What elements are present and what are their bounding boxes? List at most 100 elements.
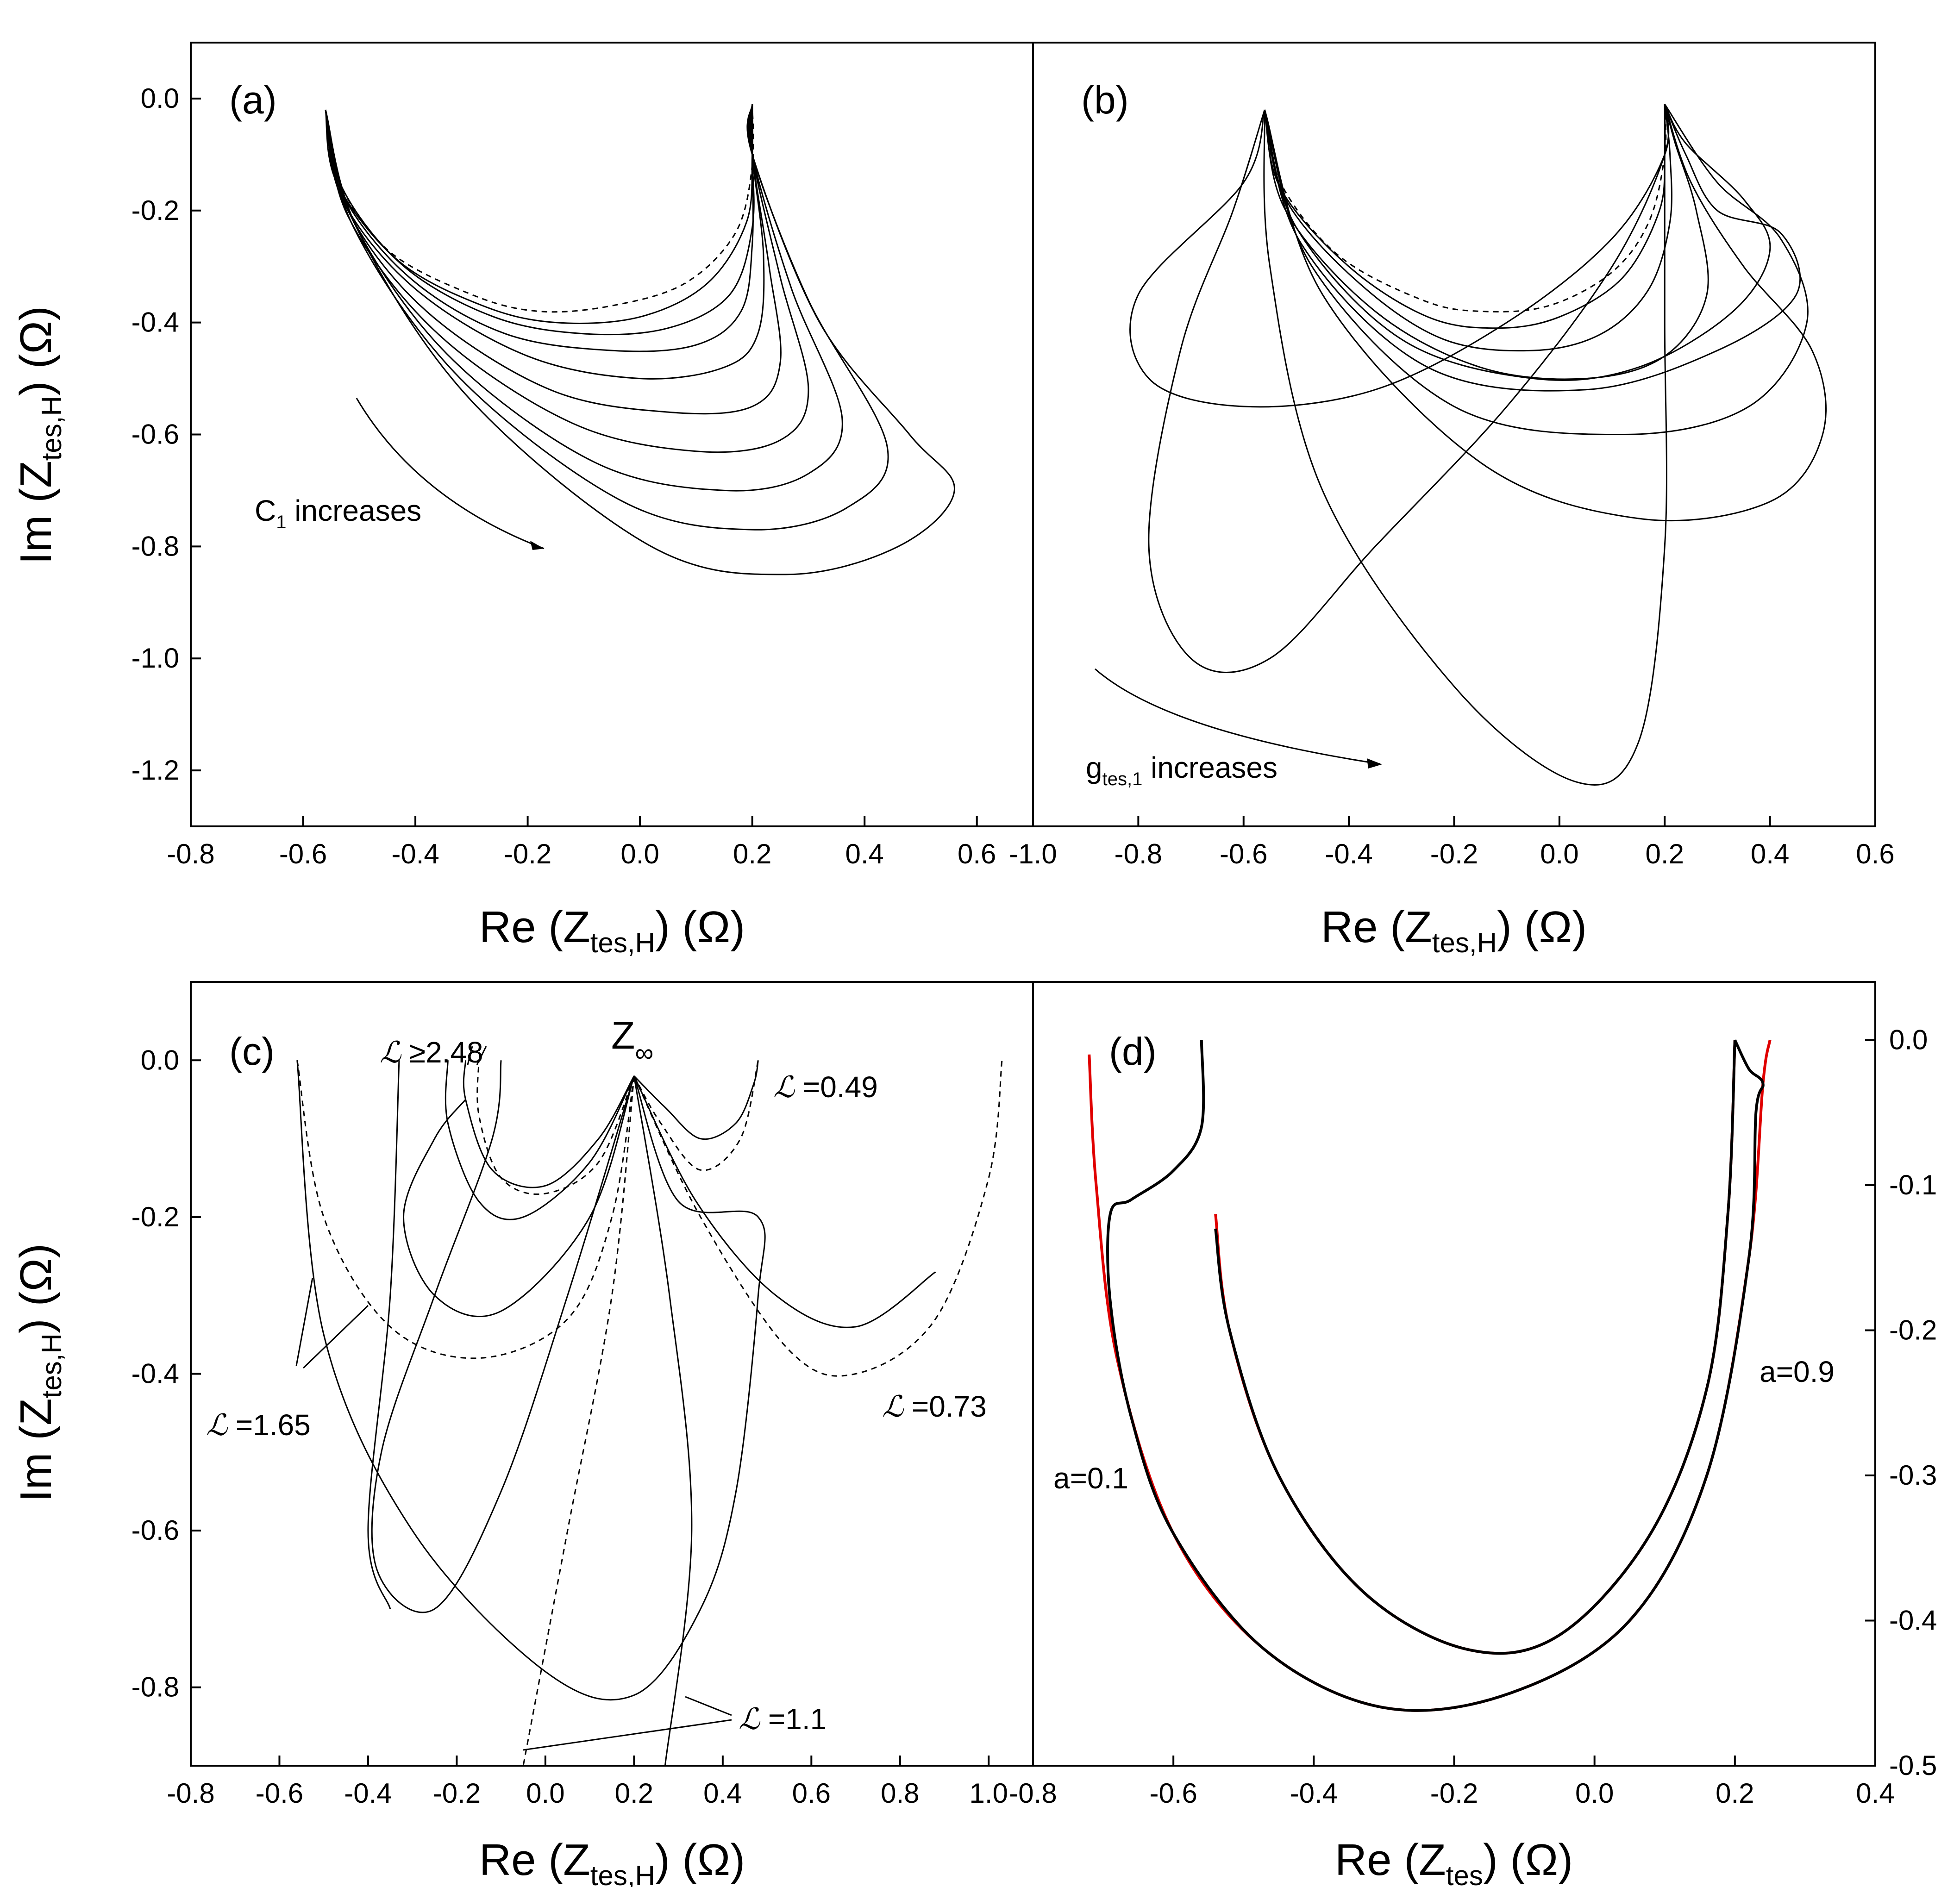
x-tick-label: 0.4 xyxy=(1856,1778,1894,1809)
series-g1 xyxy=(1264,104,1666,329)
x-tick-label: 0.6 xyxy=(792,1778,831,1809)
y-tick-label: -0.2 xyxy=(132,1201,179,1232)
series-g10 xyxy=(1263,104,1667,786)
y-tick-label: -0.4 xyxy=(1889,1605,1937,1636)
y-tick-label: -0.6 xyxy=(132,419,179,450)
series-L073-dash xyxy=(633,1060,1003,1377)
series-small-a xyxy=(463,1060,635,1188)
panel-c-frame xyxy=(190,981,1034,1767)
label-L-0.73: ℒ =0.73 xyxy=(882,1390,987,1423)
panel-d-label: (d) xyxy=(1109,1030,1157,1073)
series-L165-solid xyxy=(296,1060,766,1701)
series-small-dash xyxy=(476,1060,635,1195)
y-tick-label: -1.0 xyxy=(132,643,179,674)
series-loop-a xyxy=(403,1075,635,1318)
x-tick-label: 0.0 xyxy=(1540,838,1578,869)
series-g4 xyxy=(1264,104,1771,381)
series-L11-dash xyxy=(522,1076,635,1766)
panel-c-label: (c) xyxy=(229,1030,275,1073)
series-reference xyxy=(325,104,754,313)
x-axis-label-c: Re (Ztes,H) (Ω) xyxy=(479,1835,745,1887)
c1-arrow xyxy=(356,398,545,550)
series-L165-dash xyxy=(296,1060,635,1359)
x-tick-label: -0.4 xyxy=(391,838,439,869)
x-axis-label-d: Re (Ztes) (Ω) xyxy=(1335,1835,1573,1887)
series-c6 xyxy=(325,104,809,453)
series-c1 xyxy=(325,104,754,324)
label-L-ge-2.48: ℒ ≥2.48 xyxy=(380,1036,483,1069)
panel-a-label: (a) xyxy=(229,78,277,122)
x-axis-label-a: Re (Ztes,H) (Ω) xyxy=(479,902,745,958)
l248-pointers xyxy=(467,1046,487,1065)
x-tick-label: 0.0 xyxy=(1575,1778,1614,1809)
x-tick-label: 0.0 xyxy=(526,1778,564,1809)
y-tick-label: -0.5 xyxy=(1889,1750,1937,1781)
x-tick-label: 0.0 xyxy=(620,838,659,869)
series-reference xyxy=(1264,104,1667,312)
series-L073-solid xyxy=(633,1075,936,1328)
y-tick-label: -1.2 xyxy=(132,755,179,786)
series-g3 xyxy=(1264,104,1709,380)
l165-pointer-1 xyxy=(295,1277,313,1366)
x-tick-label: 0.2 xyxy=(733,838,771,869)
y-tick-label: -0.3 xyxy=(1889,1460,1937,1491)
g-arrow xyxy=(1095,668,1380,765)
series-loop-b xyxy=(371,1060,635,1613)
series-g2 xyxy=(1264,104,1672,352)
x-tick-label: -0.8 xyxy=(1009,1778,1057,1809)
series-L11-solid xyxy=(633,1075,693,1766)
x-tick-label: 0.2 xyxy=(615,1778,653,1809)
y-tick-label: -0.4 xyxy=(132,307,179,338)
x-tick-label: -0.6 xyxy=(256,1778,303,1809)
label-L-1.1: ℒ =1.1 xyxy=(739,1702,827,1736)
g-increases-label: gtes,1 increases xyxy=(1086,751,1277,789)
l11-pointer-1 xyxy=(685,1696,732,1716)
x-tick-label: -0.6 xyxy=(279,838,327,869)
series-g6 xyxy=(1264,104,1809,436)
series-c9 xyxy=(325,104,955,575)
x-tick-label: 0.2 xyxy=(1716,1778,1754,1809)
panel-a-frame xyxy=(190,42,1034,827)
y-tick-label: 0.0 xyxy=(1889,1024,1928,1055)
series-a-0-1-data xyxy=(1106,1039,1765,1712)
x-tick-label: -0.2 xyxy=(504,838,551,869)
x-tick-label: -0.2 xyxy=(433,1778,481,1809)
x-tick-label: 0.4 xyxy=(1751,838,1789,869)
panel-d: -0.8 -0.6 -0.4 -0.2 0.0 0.2 0.4 0.0 -0.1 -0.2 -0.3… xyxy=(1009,981,1937,1809)
label-a-0.1: a=0.1 xyxy=(1053,1462,1128,1495)
panel-b-frame xyxy=(1032,42,1876,827)
series-g9 xyxy=(1148,104,1670,673)
series-a-0-9-fit xyxy=(1214,1040,1736,1655)
z-infinity-label: Z∞ xyxy=(611,1013,653,1067)
panel-d-frame xyxy=(1032,981,1876,1767)
x-tick-label: -0.2 xyxy=(1430,838,1478,869)
y-tick-label: -0.2 xyxy=(132,195,179,226)
series-tall-left xyxy=(367,1060,400,1609)
panel-b-label: (b) xyxy=(1081,78,1129,122)
y-tick-label: -0.1 xyxy=(1889,1169,1937,1200)
panel-b: -1.0 -0.8 -0.6 -0.4 -0.2 0.0 0.2 0.4 0.6 (b) gte… xyxy=(1009,42,1895,869)
x-tick-label: -0.4 xyxy=(1325,838,1372,869)
series-g7 xyxy=(1264,104,1827,521)
x-tick-label: 1.0 xyxy=(970,1778,1008,1809)
series-c5 xyxy=(325,104,782,415)
x-tick-label: 0.4 xyxy=(845,838,883,869)
label-L-1.65: ℒ =1.65 xyxy=(206,1408,311,1442)
y-tick-label: -0.6 xyxy=(132,1515,179,1546)
panel-a: -0.8 -0.6 -0.4 -0.2 0.0 0.2 0.4 0.6 0.0 -0.2 -0.4 -… xyxy=(132,42,1034,869)
y-axis-label-a: Im (Ztes,H) (Ω) xyxy=(11,306,67,564)
x-tick-label: 0.6 xyxy=(958,838,996,869)
x-tick-label: -0.6 xyxy=(1220,838,1267,869)
series-g8 xyxy=(1129,104,1670,408)
y-tick-label: -0.2 xyxy=(1889,1314,1937,1345)
x-tick-label: 0.8 xyxy=(881,1778,919,1809)
y-tick-label: -0.8 xyxy=(132,1672,179,1703)
x-tick-label: -0.4 xyxy=(1290,1778,1338,1809)
l165-pointer-2 xyxy=(302,1305,369,1369)
y-tick-label: -0.8 xyxy=(132,531,179,562)
x-tick-label: 0.4 xyxy=(703,1778,742,1809)
x-tick-label: 0.2 xyxy=(1646,838,1684,869)
series-c3 xyxy=(325,104,754,352)
y-axis-label-c: Im (Ztes,H) (Ω) xyxy=(11,1243,67,1502)
